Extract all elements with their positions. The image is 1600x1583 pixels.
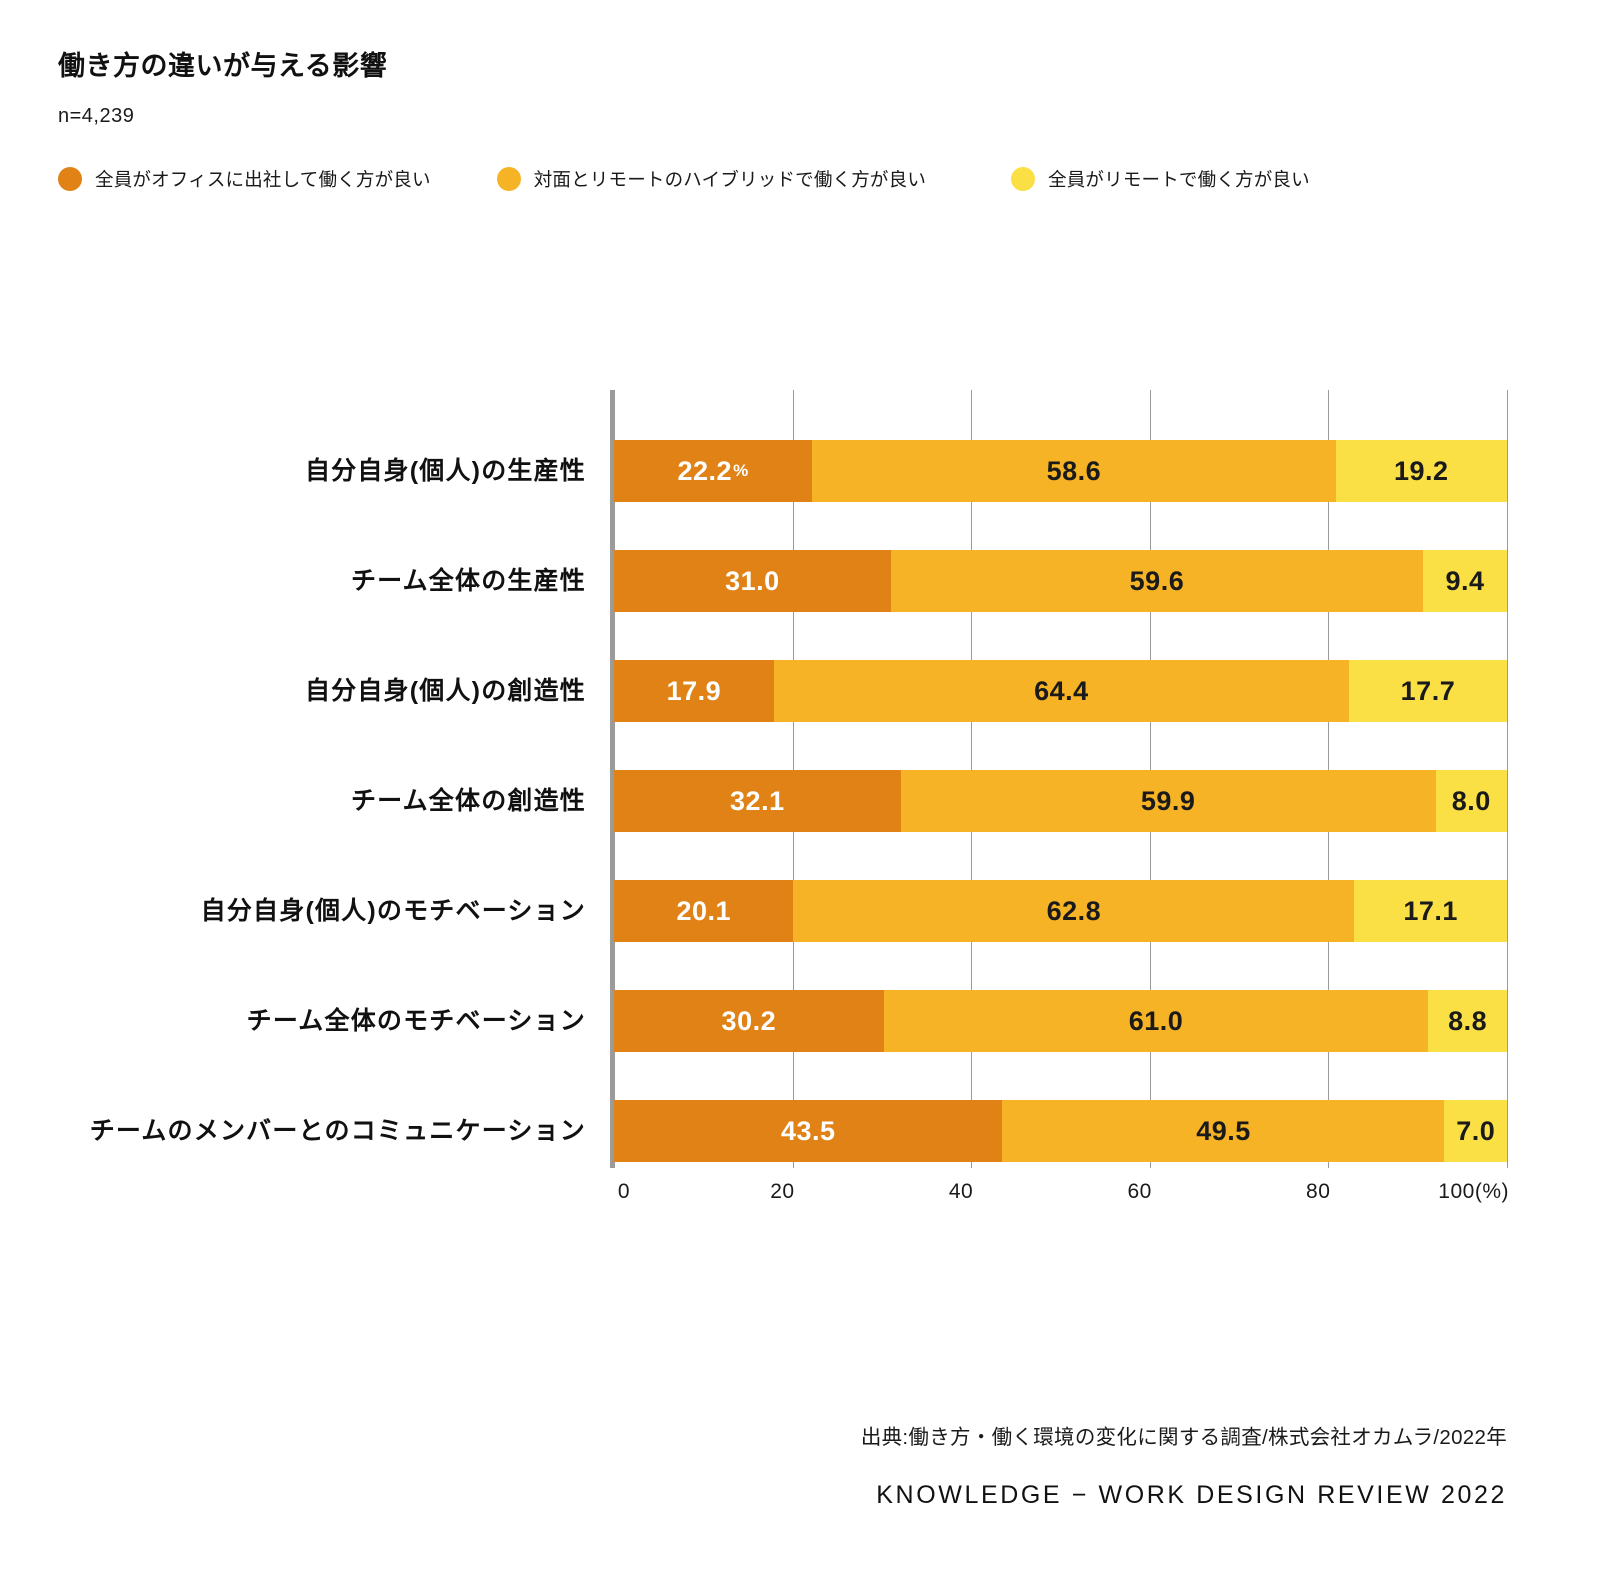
bar-segment[interactable]: 17.1 <box>1354 880 1507 942</box>
brand-label: KNOWLEDGE − WORK DESIGN REVIEW 2022 <box>876 1481 1507 1509</box>
x-axis-tick-label: 60 <box>1127 1180 1152 1203</box>
legend-item[interactable]: 全員がオフィスに出社して働く方が良い <box>58 166 431 192</box>
bar-value-label: 59.9 <box>1140 785 1196 816</box>
legend-dot-icon <box>1011 167 1036 191</box>
bar-segment[interactable]: 20.1 <box>614 880 794 942</box>
x-axis-tick-label: 40 <box>948 1180 974 1203</box>
bar-segment[interactable]: 43.5 <box>614 1100 1003 1162</box>
category-label: 自分自身(個人)のモチベーション <box>200 897 586 925</box>
bar-segment[interactable]: 62.8 <box>793 880 1355 942</box>
bar-value-label: 59.6 <box>1129 565 1185 596</box>
bar-segment[interactable]: 32.1 <box>614 770 901 832</box>
legend-item-label: 全員がリモートで働く方が良い <box>1048 169 1310 190</box>
bar-value-label: 22.2 <box>677 455 733 486</box>
y-axis-line <box>610 390 614 1168</box>
x-axis-tick-label: 80 <box>1306 1180 1331 1203</box>
bar-value-label: 62.8 <box>1046 895 1102 926</box>
category-label: チーム全体の生産性 <box>350 567 586 595</box>
bar-segment[interactable]: 59.9 <box>900 770 1436 832</box>
percent-suffix: % <box>733 461 749 480</box>
bar-value-label: 58.6 <box>1046 455 1102 486</box>
bar-segment[interactable]: 17.9 <box>614 660 774 722</box>
bar-value-label: 17.1 <box>1403 895 1458 926</box>
bar-row: 43.5 49.5 7.0 <box>614 1100 1507 1162</box>
bar-value-label: 17.7 <box>1400 675 1456 706</box>
bar-row: 20.1 62.8 17.1 <box>614 880 1507 942</box>
legend-item[interactable]: 全員がリモートで働く方が良い <box>1011 166 1310 192</box>
bar-segment[interactable]: 30.2 <box>614 990 884 1052</box>
bar-segment[interactable]: 61.0 <box>883 990 1429 1052</box>
legend-dot-icon <box>496 167 521 191</box>
bar-segment[interactable]: 8.0 <box>1435 770 1507 832</box>
bar-row: 30.2 61.0 8.8 <box>614 990 1507 1052</box>
category-label: 自分自身(個人)の生産性 <box>304 457 586 485</box>
bar-value-label: 7.0 <box>1456 1115 1496 1146</box>
category-label: チームのメンバーとのコミュニケーション <box>89 1117 586 1145</box>
bar-value-label: 49.5 <box>1196 1115 1251 1146</box>
x-axis-tick-label: 100(%) <box>1438 1180 1509 1203</box>
source-citation: 出典:働き方・働く環境の変化に関する調査/株式会社オカムラ/2022年 <box>860 1426 1507 1449</box>
bar-value-label: 61.0 <box>1128 1005 1184 1036</box>
category-label: チーム全体の創造性 <box>350 787 586 815</box>
bar-segment[interactable]: 58.6 <box>812 440 1336 502</box>
sample-size-label: n=4,239 <box>58 105 135 127</box>
bar-value-label: 20.1 <box>676 895 732 926</box>
bar-segment[interactable]: 59.6 <box>890 550 1424 612</box>
bar-segment[interactable]: 8.8 <box>1428 990 1507 1052</box>
bar-value-label: 64.4 <box>1034 675 1089 706</box>
bar-value-label: 19.2 <box>1393 455 1449 486</box>
category-label: チーム全体のモチベーション <box>246 1007 586 1035</box>
chart-plot-area: 22.2% 58.6 19.2 31.0 59.6 9.4 17.9 64.4 17.7 32.1… <box>610 390 1508 1168</box>
bar-value-label: 43.5 <box>780 1115 836 1146</box>
bar-segment[interactable]: 49.5 <box>1002 1100 1445 1162</box>
bar-segment[interactable]: 17.7 <box>1348 660 1507 722</box>
chart-header: 働き方の違いが与える影響 n=4,239 <box>58 44 387 128</box>
legend-dot-icon <box>58 167 82 191</box>
bar-segment[interactable]: 9.4 <box>1423 550 1507 612</box>
page-title: 働き方の違いが与える影響 <box>58 51 388 81</box>
bar-row: 17.9 64.4 17.7 <box>614 660 1507 722</box>
bar-value-label: 30.2 <box>721 1005 777 1036</box>
bar-row: 22.2% 58.6 19.2 <box>614 440 1507 502</box>
bar-row: 31.0 59.6 9.4 <box>614 550 1507 612</box>
bar-value-label: 9.4 <box>1445 565 1485 596</box>
chart-legend: 全員がオフィスに出社して働く方が良い 対面とリモートのハイブリッドで働く方が良い 全… <box>58 166 1310 192</box>
bar-value-label: 8.8 <box>1448 1005 1488 1036</box>
x-axis-tick-label: 20 <box>770 1180 795 1203</box>
bar-row: 32.1 59.9 8.0 <box>614 770 1507 832</box>
bar-segment[interactable]: 19.2 <box>1335 440 1507 502</box>
legend-item-label: 全員がオフィスに出社して働く方が良い <box>95 169 431 190</box>
legend-item[interactable]: 対面とリモートのハイブリッドで働く方が良い <box>496 166 927 192</box>
bar-value-label: 31.0 <box>725 565 780 596</box>
category-label: 自分自身(個人)の創造性 <box>304 677 586 705</box>
bar-segment[interactable]: 64.4 <box>773 660 1349 722</box>
chart-footer: 出典:働き方・働く環境の変化に関する調査/株式会社オカムラ/2022年 KNOW… <box>861 1420 1507 1510</box>
bar-value-label: 17.9 <box>666 675 722 706</box>
gridline <box>1507 390 1508 1168</box>
bar-segment[interactable]: 22.2% <box>614 440 813 502</box>
bar-value-label: 8.0 <box>1451 785 1491 816</box>
legend-item-label: 対面とリモートのハイブリッドで働く方が良い <box>533 169 927 190</box>
bar-segment[interactable]: 31.0 <box>614 550 891 612</box>
bar-segment[interactable]: 7.0 <box>1444 1100 1507 1162</box>
bar-value-label: 32.1 <box>730 785 785 816</box>
x-axis-tick-label: 0 <box>617 1180 630 1203</box>
